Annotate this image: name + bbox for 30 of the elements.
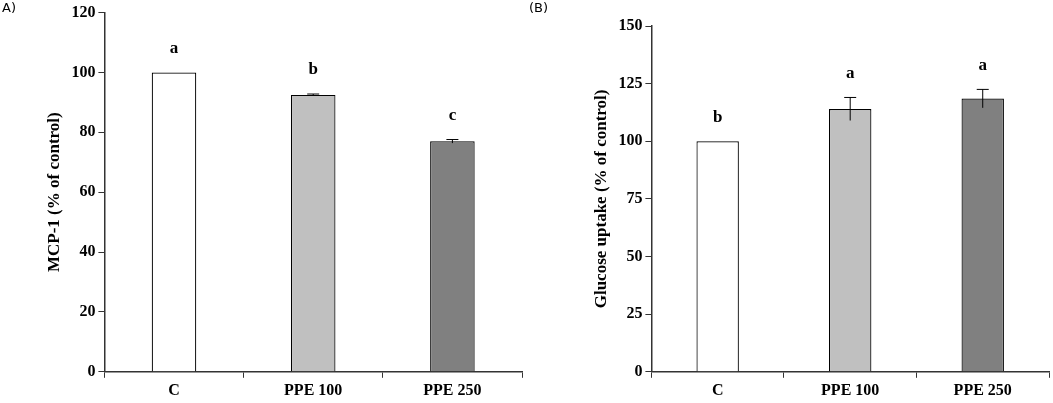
y-tick-label: 120	[71, 2, 96, 20]
text: (B)	[529, 0, 549, 15]
y-tick-label: 60	[79, 182, 96, 200]
annotation: c	[448, 104, 457, 124]
y-tick-label: 125	[618, 73, 643, 91]
y-tick-label: 75	[626, 189, 643, 207]
x-tick-label: PPE 100	[821, 380, 880, 398]
y-tick-label: 40	[79, 242, 96, 260]
y-tick-label: 20	[79, 302, 96, 320]
y-tick-label: 50	[626, 246, 643, 264]
x-tick-label: PPE 250	[423, 380, 482, 398]
y-tick-label: 0	[634, 361, 643, 379]
y-tick-label: 25	[626, 304, 643, 322]
x-tick-label: C	[168, 380, 180, 398]
annotation: a	[978, 54, 988, 74]
y-tick-label: 0	[87, 361, 96, 379]
y-tick-label: 100	[618, 131, 643, 149]
annotation: b	[308, 59, 318, 79]
y-tick-label: 100	[71, 62, 96, 80]
x-tick-label: C	[711, 380, 724, 398]
y-tick-label: 150	[618, 16, 643, 34]
chart-title: A)	[2, 0, 16, 15]
y-tick-label: 80	[79, 122, 96, 140]
annotation: a	[169, 37, 179, 57]
x-tick-label: PPE 250	[953, 380, 1012, 398]
y-axis-title: MCP-1 (% of control)	[43, 112, 63, 273]
annotation: b	[712, 106, 723, 126]
y-axis-title: Glucose uptake (% of control)	[590, 89, 610, 309]
annotation: a	[845, 62, 855, 82]
x-tick-label: PPE 100	[284, 380, 343, 398]
